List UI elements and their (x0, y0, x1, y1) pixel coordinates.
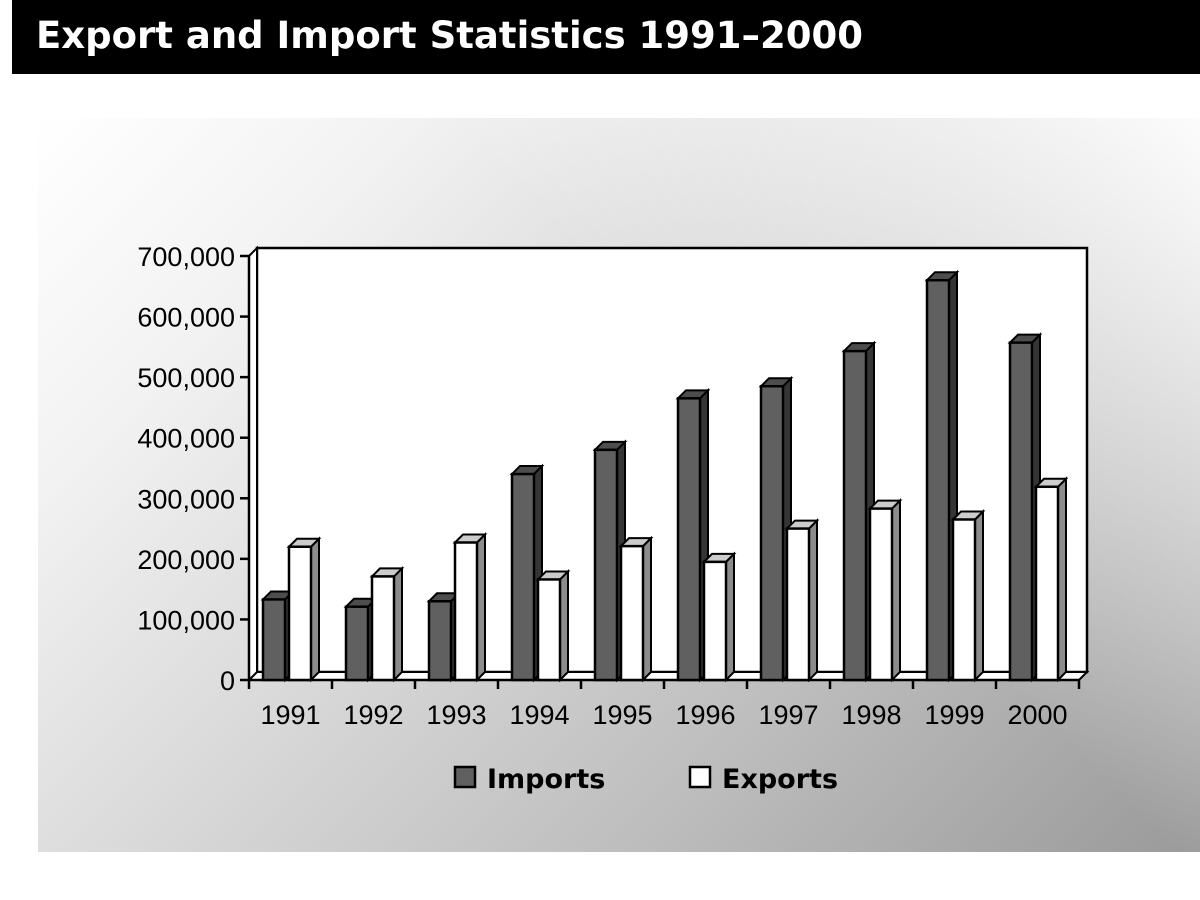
x-tick-label: 1993 (426, 700, 486, 730)
legend-item-exports: Exports (688, 764, 838, 795)
x-axis: 1991 1992 1993 1994 1995 1996 1997 1998 1999 2000 (247, 678, 1081, 730)
bar-imports-2000 (1007, 332, 1043, 683)
legend-swatch (688, 765, 712, 789)
y-tick-label: 400,000 (137, 424, 235, 454)
bar-front (676, 397, 702, 682)
bar-exports-1996 (701, 551, 737, 683)
y-tick-label: 300,000 (137, 484, 235, 514)
y-tick-label: 500,000 (137, 363, 235, 393)
bar-front (344, 605, 370, 682)
bar-front (759, 384, 785, 682)
bar-front (868, 507, 894, 682)
bar-front (370, 575, 396, 682)
bar-front (842, 349, 868, 682)
y-tick-label: 700,000 (137, 242, 235, 272)
bar-front (925, 278, 951, 682)
x-tick-label: 2000 (1007, 700, 1067, 730)
bar-front (261, 598, 287, 682)
bar-imports-1997 (758, 375, 794, 683)
bar-exports-1997 (784, 518, 820, 683)
y-tick-label: 0 (220, 666, 235, 696)
x-tick-label: 1995 (592, 700, 652, 730)
x-tick-label: 1998 (841, 700, 901, 730)
legend-label: Imports (487, 764, 605, 795)
bar-imports-1996 (675, 387, 711, 683)
legend: Imports Exports (453, 764, 838, 795)
y-axis: 0 100,000 200,000 300,000 400,000 500,000 600,… (137, 242, 251, 696)
bar-front (702, 560, 728, 682)
bars (260, 269, 1069, 683)
bar-front (1008, 341, 1034, 682)
bar-front (593, 448, 619, 682)
bar-front (785, 527, 811, 682)
legend-swatch (453, 765, 477, 789)
bar-exports-1991 (286, 536, 322, 683)
bar-front (453, 541, 479, 682)
x-tick-label: 1991 (260, 700, 320, 730)
y-tick-label: 100,000 (137, 605, 235, 635)
bar-front (1034, 485, 1060, 682)
bar-front (287, 545, 313, 682)
y-tick-label: 600,000 (137, 303, 235, 333)
legend-item-imports: Imports (453, 764, 605, 795)
bar-front (510, 472, 536, 682)
x-tick-label: 1996 (675, 700, 735, 730)
bar-exports-1994 (535, 569, 571, 683)
bar-front (951, 518, 977, 682)
bar-exports-1998 (867, 498, 903, 683)
bar-exports-1995 (618, 535, 654, 683)
bar-exports-1999 (950, 509, 986, 683)
bar-exports-2000 (1033, 476, 1069, 683)
x-tick-label: 1997 (758, 700, 818, 730)
bar-front (427, 600, 453, 682)
bar-exports-1993 (452, 532, 488, 683)
bar-exports-1992 (369, 566, 405, 683)
x-tick-label: 1999 (924, 700, 984, 730)
x-tick-label: 1994 (509, 700, 569, 730)
title-bar: Export and Import Statistics 1991–2000 (12, 0, 1200, 74)
bar-front (619, 544, 645, 682)
y-tick-label: 200,000 (137, 545, 235, 575)
legend-label: Exports (722, 764, 838, 795)
x-tick-label: 1992 (343, 700, 403, 730)
page-title: Export and Import Statistics 1991–2000 (36, 14, 863, 57)
bar-front (536, 578, 562, 682)
